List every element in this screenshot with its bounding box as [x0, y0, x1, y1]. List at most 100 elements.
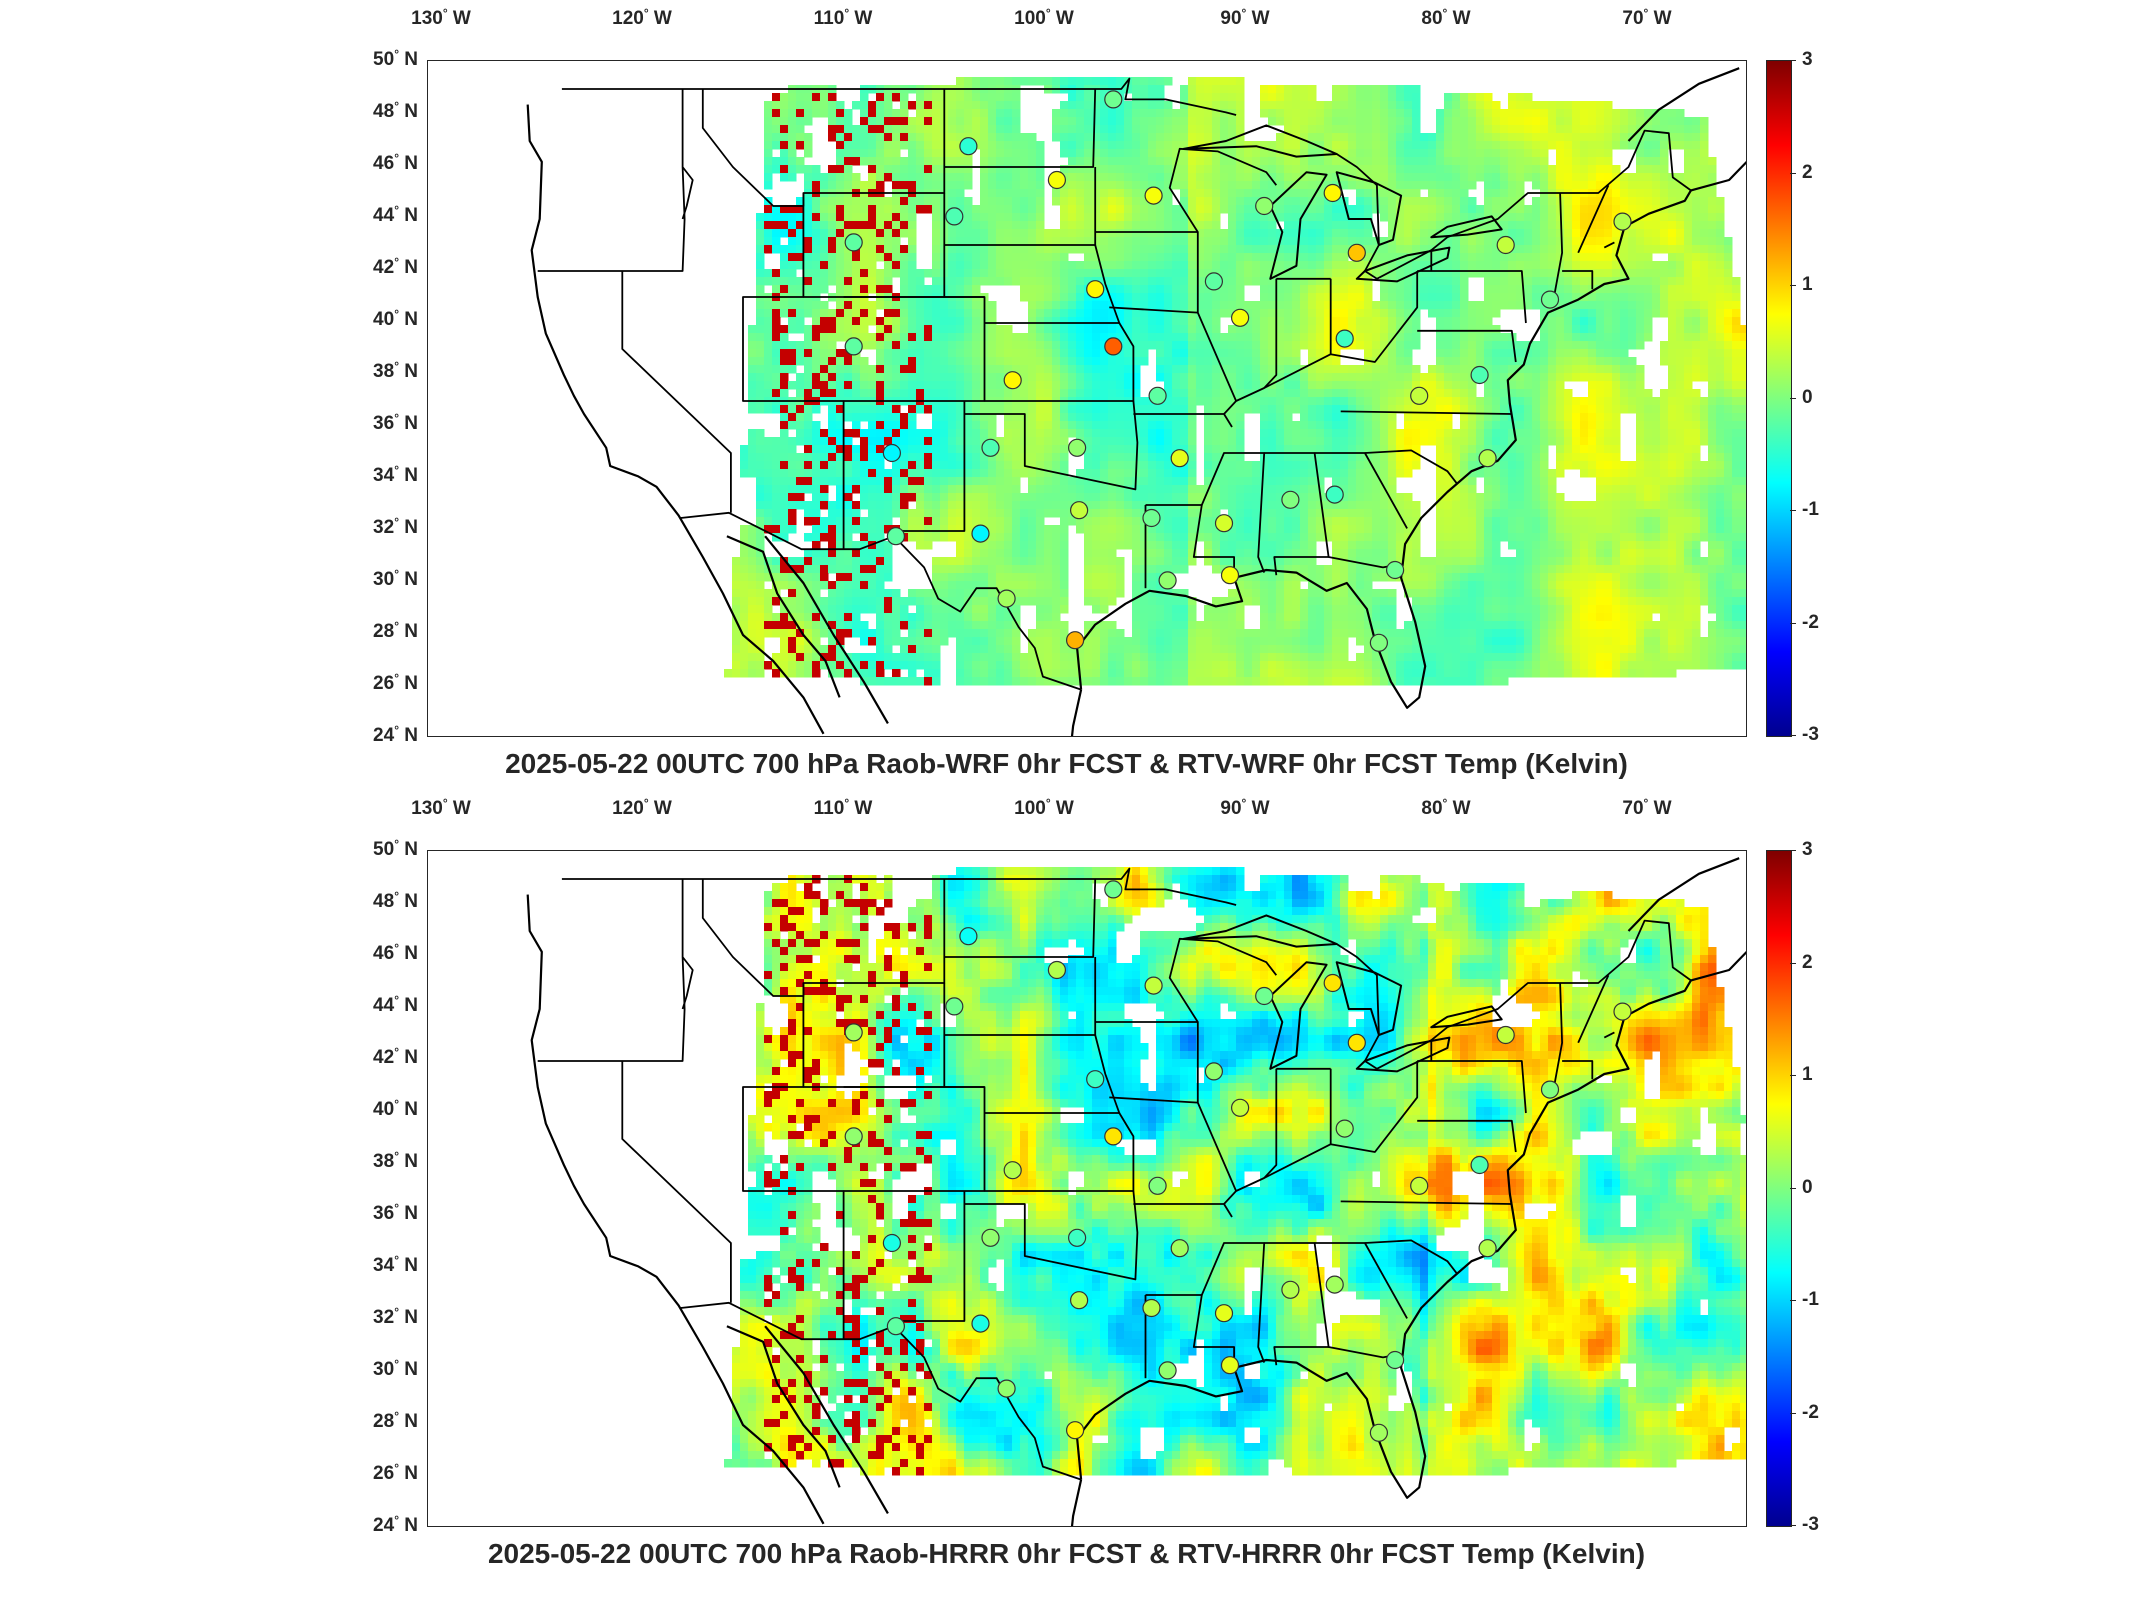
field-cell: [1612, 357, 1621, 366]
field-cell: [1044, 365, 1053, 374]
field-cell: [1564, 237, 1573, 246]
field-cell: [1356, 413, 1365, 422]
field-cell: [916, 117, 925, 126]
field-cell: [1388, 285, 1397, 294]
field-cell: [1164, 261, 1173, 270]
field-cell: [1012, 109, 1021, 118]
field-cell: [1252, 309, 1261, 318]
field-cell: [1172, 221, 1181, 230]
field-cell: [1324, 301, 1333, 310]
field-cell: [1644, 157, 1653, 166]
field-cell: [1692, 325, 1701, 334]
field-cell: [1700, 405, 1709, 414]
field-cell: [980, 77, 989, 86]
field-cell: [876, 325, 885, 334]
field-cell: [1084, 221, 1093, 230]
field-cell: [772, 357, 781, 366]
field-cell: [1692, 317, 1701, 326]
field-cell: [988, 301, 997, 310]
field-cell: [1276, 301, 1285, 310]
field-cell: [908, 349, 917, 358]
field-cell: [1100, 429, 1109, 438]
field-cell: [940, 309, 949, 318]
field-cell: [1436, 141, 1445, 150]
field-cell: [908, 197, 917, 206]
field-cell: [1452, 101, 1461, 110]
field-cell: [1172, 341, 1181, 350]
field-cell: [1396, 429, 1405, 438]
field-cell: [1060, 381, 1069, 390]
field-cell: [1172, 317, 1181, 326]
field-cell: [1708, 285, 1717, 294]
field-cell: [1116, 325, 1125, 334]
field-cell: [1500, 133, 1509, 142]
field-cell: [1380, 101, 1389, 110]
field-cell: [1468, 397, 1477, 406]
field-cell: [924, 373, 933, 382]
field-cell: [780, 253, 789, 262]
field-cell: [1676, 221, 1685, 230]
field-cell: [1324, 141, 1333, 150]
field-cell: [1292, 101, 1301, 110]
field-cell: [1508, 421, 1517, 430]
field-cell: [1412, 277, 1421, 286]
field-cell: [1452, 213, 1461, 222]
field-cell: [1028, 141, 1037, 150]
field-cell: [1180, 333, 1189, 342]
field-cell: [1340, 309, 1349, 318]
field-cell: [1068, 301, 1077, 310]
field-cell: [884, 373, 893, 382]
field-cell: [1188, 149, 1197, 158]
field-cell: [1676, 381, 1685, 390]
field-cell: [924, 165, 933, 174]
field-cell: [1036, 325, 1045, 334]
field-cell: [1604, 381, 1613, 390]
field-cell: [1404, 205, 1413, 214]
field-cell: [1604, 125, 1613, 134]
field-cell: [828, 237, 837, 246]
field-cell: [1644, 213, 1653, 222]
field-cell: [932, 213, 941, 222]
field-cell: [804, 141, 813, 150]
field-cell: [1540, 341, 1549, 350]
field-cell: [1548, 341, 1557, 350]
field-cell: [1420, 213, 1429, 222]
field-cell: [916, 341, 925, 350]
field-cell: [1476, 125, 1485, 134]
field-cell: [1212, 421, 1221, 430]
field-cell: [924, 197, 933, 206]
field-cell: [1404, 101, 1413, 110]
field-cell: [1308, 109, 1317, 118]
field-cell: [988, 125, 997, 134]
field-cell: [1516, 221, 1525, 230]
field-cell: [828, 429, 837, 438]
field-cell: [1036, 205, 1045, 214]
field-cell: [1308, 85, 1317, 94]
field-cell: [1060, 341, 1069, 350]
field-cell: [1084, 357, 1093, 366]
field-cell: [1284, 293, 1293, 302]
field-cell: [764, 333, 773, 342]
field-cell: [1396, 285, 1405, 294]
field-cell: [916, 93, 925, 102]
field-cell: [772, 157, 781, 166]
field-cell: [1292, 405, 1301, 414]
field-cell: [1556, 181, 1565, 190]
field-cell: [1540, 357, 1549, 366]
field-cell: [996, 349, 1005, 358]
field-cell: [1532, 381, 1541, 390]
field-cell: [1548, 253, 1557, 262]
field-cell: [1012, 77, 1021, 86]
field-cell: [844, 221, 853, 230]
field-cell: [1260, 221, 1269, 230]
field-cell: [892, 181, 901, 190]
field-cell: [972, 301, 981, 310]
field-cell: [1524, 125, 1533, 134]
field-cell: [1172, 365, 1181, 374]
field-cell: [916, 381, 925, 390]
field-cell: [1724, 237, 1733, 246]
field-cell: [1588, 349, 1597, 358]
field-cell: [1036, 261, 1045, 270]
field-cell: [1180, 85, 1189, 94]
field-cell: [1076, 333, 1085, 342]
